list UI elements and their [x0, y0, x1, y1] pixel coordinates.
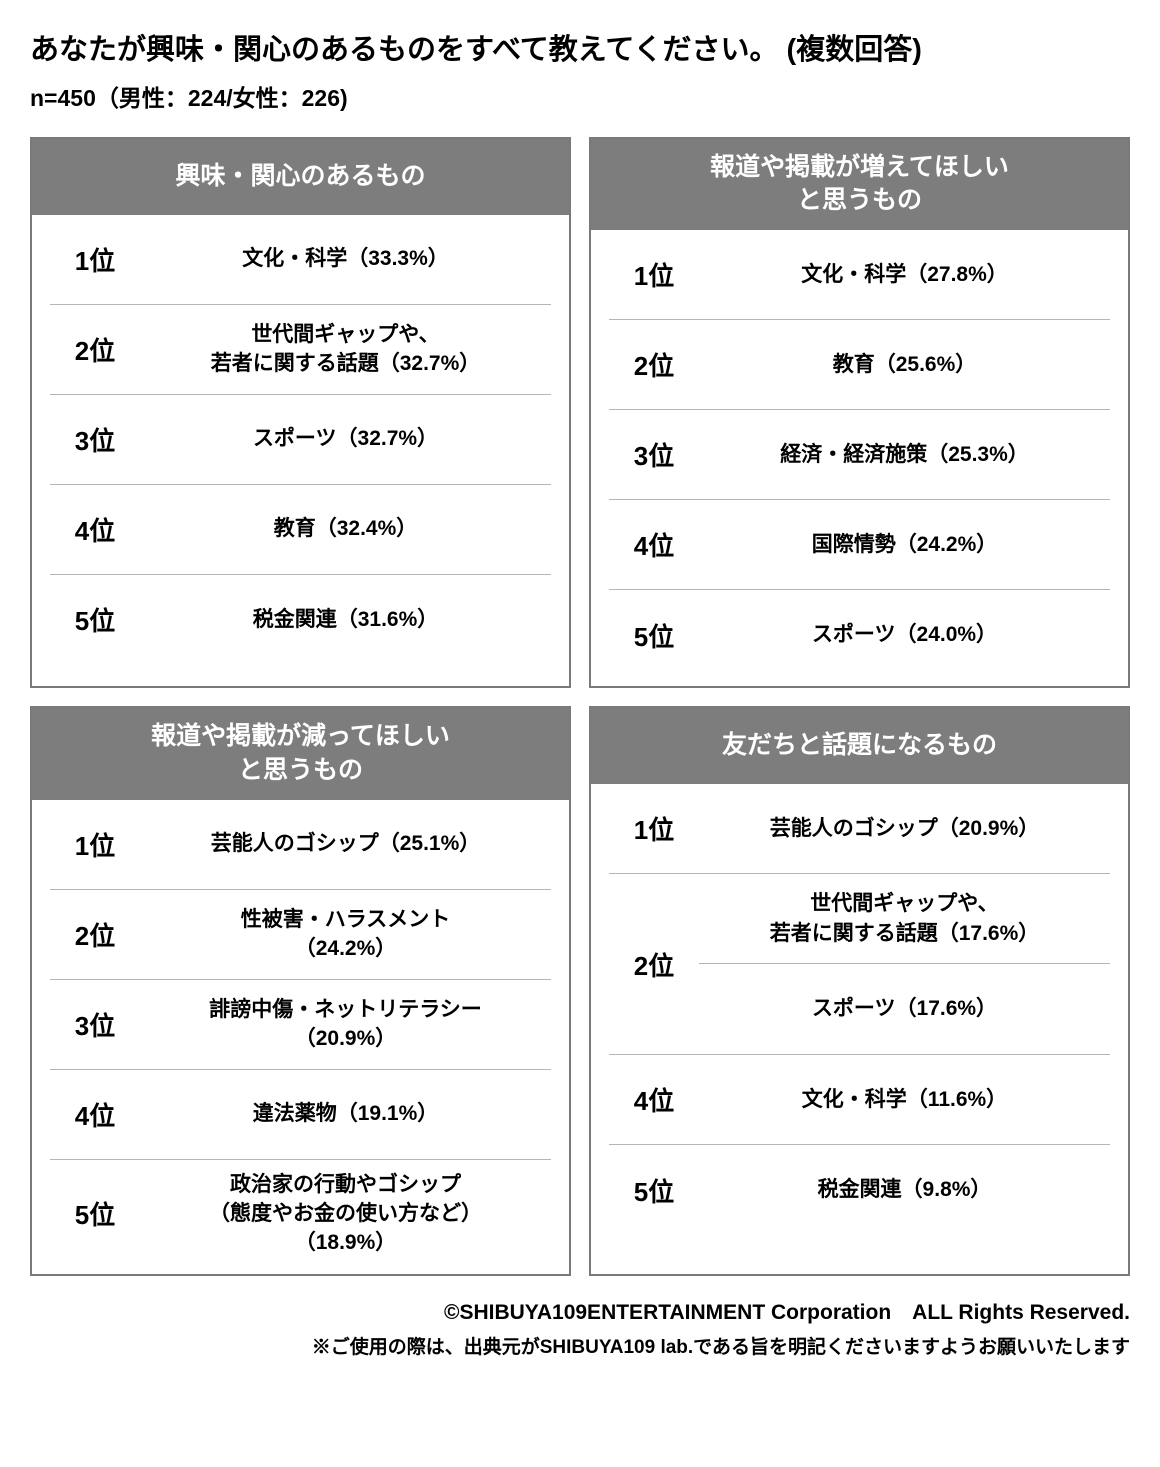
ranking-row: 1位 文化・科学（33.3%）: [50, 215, 551, 305]
rank-label: 5位: [50, 1195, 140, 1232]
rank-label: 1位: [50, 241, 140, 278]
panel-rows: 1位 文化・科学（33.3%） 2位 世代間ギャップや、 若者に関する話題（32…: [32, 215, 569, 671]
rank-content: 国際情勢（24.2%）: [699, 530, 1110, 559]
ranking-row-merged: 2位 世代間ギャップや、 若者に関する話題（17.6%） スポーツ（17.6%）: [609, 874, 1110, 1055]
rank-content: 文化・科学（33.3%）: [140, 244, 551, 273]
panel-grid: 興味・関心のあるもの 1位 文化・科学（33.3%） 2位 世代間ギャップや、 …: [30, 137, 1130, 1276]
rank-content: 芸能人のゴシップ（20.9%）: [699, 814, 1110, 843]
ranking-row: 4位 違法薬物（19.1%）: [50, 1070, 551, 1160]
copyright-text: ©SHIBUYA109ENTERTAINMENT Corporation ALL…: [30, 1296, 1130, 1326]
ranking-row: 4位 国際情勢（24.2%）: [609, 500, 1110, 590]
panel-header: 報道や掲載が減ってほしい と思うもの: [32, 708, 569, 800]
rank-label: 4位: [609, 526, 699, 563]
rank-label: 4位: [609, 1081, 699, 1118]
ranking-row: 5位 税金関連（31.6%）: [50, 575, 551, 665]
ranking-row: 4位 文化・科学（11.6%）: [609, 1055, 1110, 1145]
ranking-row: 1位 芸能人のゴシップ（20.9%）: [609, 784, 1110, 874]
ranking-row: 2位 教育（25.6%）: [609, 320, 1110, 410]
panel-interests: 興味・関心のあるもの 1位 文化・科学（33.3%） 2位 世代間ギャップや、 …: [30, 137, 571, 689]
rank-label: 1位: [609, 256, 699, 293]
panel-friend-topics: 友だちと話題になるもの 1位 芸能人のゴシップ（20.9%） 2位 世代間ギャッ…: [589, 706, 1130, 1276]
rank-content: 教育（25.6%）: [699, 350, 1110, 379]
ranking-row: 2位 世代間ギャップや、 若者に関する話題（32.7%）: [50, 305, 551, 395]
rank-label: 3位: [609, 436, 699, 473]
ranking-row: 5位 スポーツ（24.0%）: [609, 590, 1110, 680]
rank-label: 2位: [50, 331, 140, 368]
panel-header: 興味・関心のあるもの: [32, 139, 569, 215]
rank-label: 1位: [50, 826, 140, 863]
rank-content: 教育（32.4%）: [140, 514, 551, 543]
panel-want-less-coverage: 報道や掲載が減ってほしい と思うもの 1位 芸能人のゴシップ（25.1%） 2位…: [30, 706, 571, 1276]
rank-content: 税金関連（9.8%）: [699, 1175, 1110, 1204]
panel-rows: 1位 芸能人のゴシップ（25.1%） 2位 性被害・ハラスメント （24.2%）…: [32, 800, 569, 1274]
ranking-row: 4位 教育（32.4%）: [50, 485, 551, 575]
rank-content: スポーツ（24.0%）: [699, 620, 1110, 649]
ranking-row: 5位 政治家の行動やゴシップ （態度やお金の使い方など） （18.9%）: [50, 1160, 551, 1268]
rank-content: 経済・経済施策（25.3%）: [699, 440, 1110, 469]
ranking-row: 3位 誹謗中傷・ネットリテラシー （20.9%）: [50, 980, 551, 1070]
rank-label: 2位: [50, 916, 140, 953]
panel-header: 報道や掲載が増えてほしい と思うもの: [591, 139, 1128, 231]
rank-content: 違法薬物（19.1%）: [140, 1099, 551, 1128]
panel-rows: 1位 芸能人のゴシップ（20.9%） 2位 世代間ギャップや、 若者に関する話題…: [591, 784, 1128, 1241]
ranking-row: 3位 経済・経済施策（25.3%）: [609, 410, 1110, 500]
rank-label: 3位: [50, 421, 140, 458]
rank-label: 2位: [609, 874, 699, 1054]
rank-label: 5位: [609, 617, 699, 654]
panel-want-more-coverage: 報道や掲載が増えてほしい と思うもの 1位 文化・科学（27.8%） 2位 教育…: [589, 137, 1130, 689]
rank-label: 1位: [609, 810, 699, 847]
rank-label: 4位: [50, 511, 140, 548]
rank-label: 5位: [609, 1172, 699, 1209]
rank-content: 誹謗中傷・ネットリテラシー （20.9%）: [140, 995, 551, 1054]
rank-content: スポーツ（17.6%）: [699, 964, 1110, 1054]
rank-content: 文化・科学（11.6%）: [699, 1085, 1110, 1114]
rank-content: 芸能人のゴシップ（25.1%）: [140, 829, 551, 858]
sample-size: n=450（男性：224/女性：226): [30, 79, 1130, 113]
rank-content: 世代間ギャップや、 若者に関する話題（32.7%）: [140, 320, 551, 379]
rank-label: 5位: [50, 601, 140, 638]
ranking-row: 2位 性被害・ハラスメント （24.2%）: [50, 890, 551, 980]
rank-label: 4位: [50, 1096, 140, 1133]
rank-content: 政治家の行動やゴシップ （態度やお金の使い方など） （18.9%）: [140, 1170, 551, 1258]
panel-header: 友だちと話題になるもの: [591, 708, 1128, 784]
page-title: あなたが興味・関心のあるものをすべて教えてください。 (複数回答): [30, 30, 1130, 71]
ranking-row: 5位 税金関連（9.8%）: [609, 1145, 1110, 1235]
ranking-row: 1位 文化・科学（27.8%）: [609, 230, 1110, 320]
rank-label: 3位: [50, 1006, 140, 1043]
footer: ©SHIBUYA109ENTERTAINMENT Corporation ALL…: [30, 1296, 1130, 1359]
rank-content: 文化・科学（27.8%）: [699, 260, 1110, 289]
attribution-note: ※ご使用の際は、出典元がSHIBUYA109 lab.である旨を明記くださいます…: [30, 1332, 1130, 1359]
panel-rows: 1位 文化・科学（27.8%） 2位 教育（25.6%） 3位 経済・経済施策（…: [591, 230, 1128, 686]
rank-label: 2位: [609, 346, 699, 383]
ranking-row: 3位 スポーツ（32.7%）: [50, 395, 551, 485]
rank-content: 世代間ギャップや、 若者に関する話題（17.6%）: [699, 874, 1110, 964]
rank-content: 性被害・ハラスメント （24.2%）: [140, 905, 551, 964]
rank-content: スポーツ（32.7%）: [140, 424, 551, 453]
ranking-row: 1位 芸能人のゴシップ（25.1%）: [50, 800, 551, 890]
rank-content: 税金関連（31.6%）: [140, 605, 551, 634]
